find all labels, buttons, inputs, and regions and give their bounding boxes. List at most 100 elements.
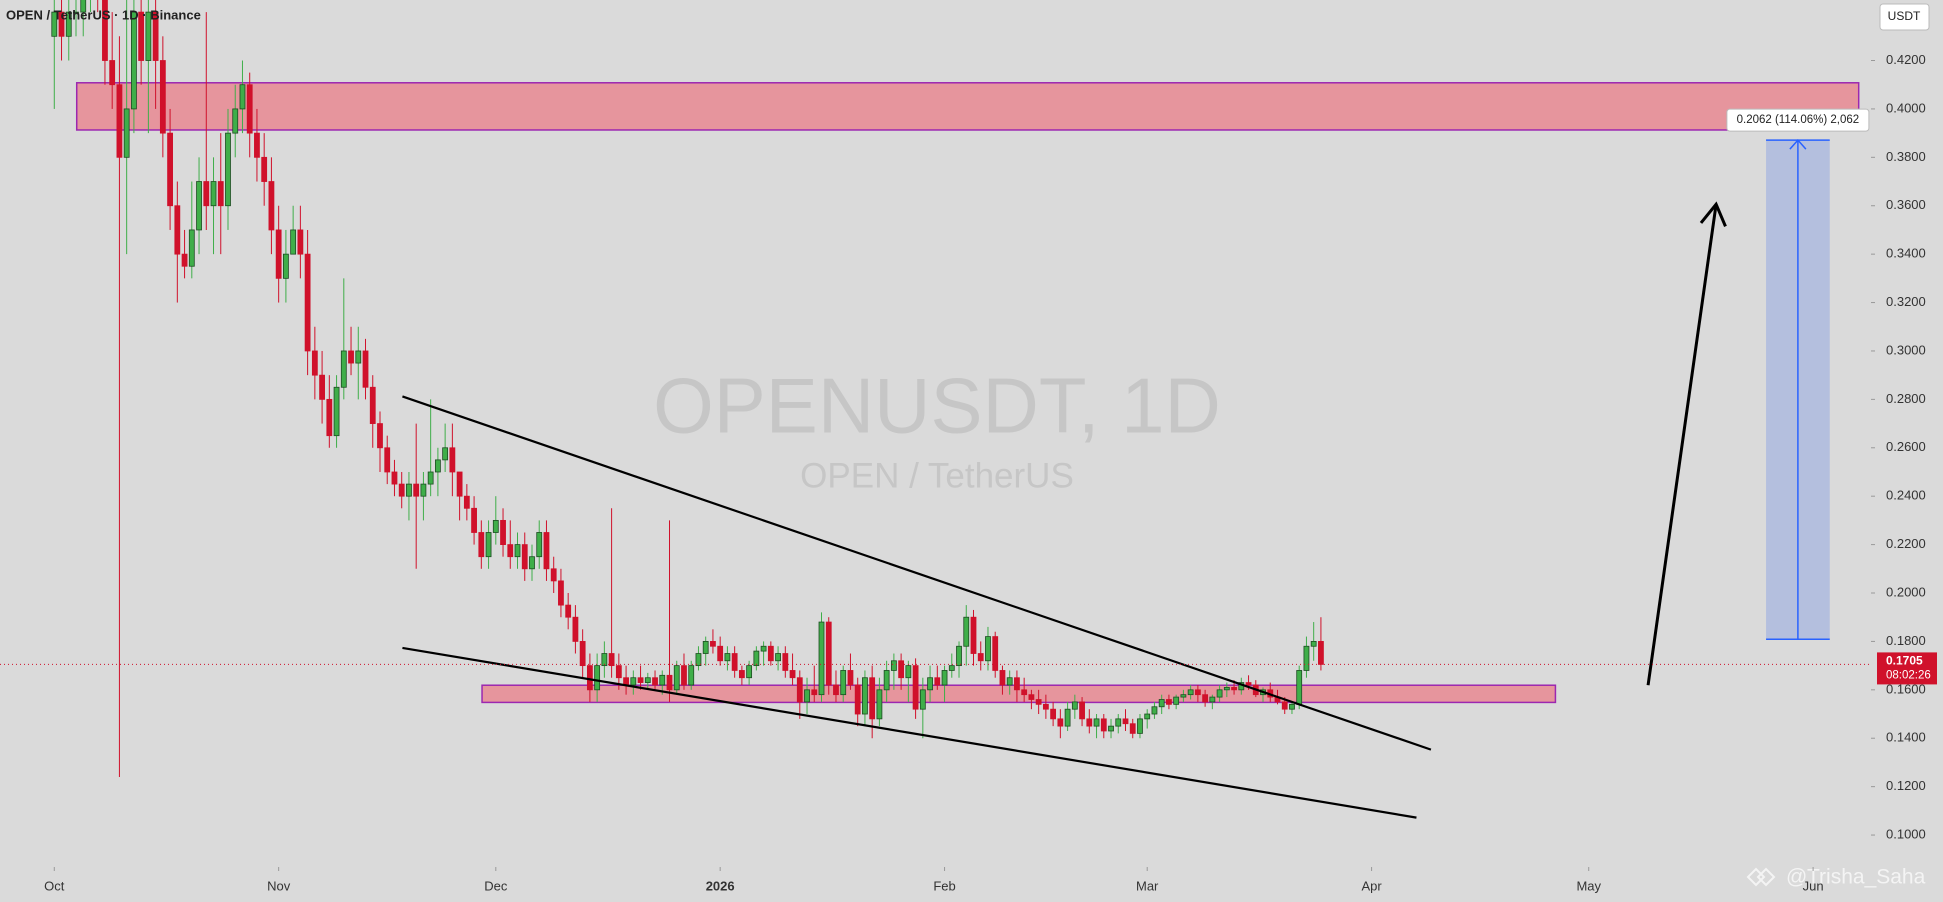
x-tick-label: Nov (267, 878, 291, 893)
candle-body (1006, 677, 1013, 686)
candle-body (825, 621, 832, 686)
candle-body (550, 568, 557, 582)
candle-body (637, 677, 644, 683)
candle-body (507, 544, 514, 558)
candle-body (1129, 723, 1136, 734)
candle-body (239, 84, 246, 110)
candle-body (572, 616, 579, 642)
candle-body (109, 60, 116, 86)
candle-body (536, 532, 543, 558)
candle-body (738, 670, 745, 679)
candle-body (210, 181, 217, 207)
candle-body (615, 665, 622, 679)
candle-body (630, 677, 637, 686)
candle-body (717, 645, 724, 662)
candle-body (340, 350, 347, 388)
candle-body (232, 108, 239, 134)
candle-body (174, 205, 181, 255)
candle-body (731, 653, 738, 671)
measure-arrow-head (1789, 139, 1807, 150)
candle-body (391, 471, 398, 485)
candle-body (1245, 682, 1252, 686)
candle-body (1137, 718, 1143, 734)
candle-body (775, 653, 781, 662)
candle-body (695, 653, 702, 667)
trendline (402, 395, 1432, 751)
candle-body (1303, 645, 1310, 671)
candle-body (673, 665, 680, 691)
x-tick-label: Feb (933, 878, 955, 893)
candle-body (290, 229, 297, 255)
candle-body (710, 641, 716, 647)
candle-body (246, 84, 253, 134)
y-tick-label: 0.3400 (1886, 246, 1926, 261)
candle-body (999, 670, 1006, 686)
candle-body (818, 621, 825, 696)
candle-body (970, 616, 977, 654)
y-tick-label: 0.2800 (1886, 391, 1926, 406)
candle-body (934, 677, 941, 686)
candle-body (623, 677, 629, 686)
candle-body (1216, 689, 1223, 698)
candle-body (456, 471, 463, 497)
candle-body (985, 636, 991, 662)
candle-body (601, 653, 608, 667)
candle-body (268, 181, 275, 231)
candle-body (1281, 701, 1288, 710)
candle-body (782, 653, 789, 671)
candle-body (1079, 701, 1085, 720)
candle-body (1093, 718, 1100, 727)
plot-area (0, 0, 1871, 819)
candle-body (420, 483, 427, 497)
y-tick-label: 0.3600 (1886, 197, 1926, 212)
x-tick-label: Apr (1361, 878, 1382, 893)
candle-body (847, 670, 854, 686)
candle-body (333, 386, 340, 437)
candle-body (840, 670, 847, 696)
x-tick-label: Dec (484, 878, 508, 893)
candle-body (1108, 725, 1114, 732)
candle-body (811, 689, 818, 696)
candle-body (1173, 696, 1180, 705)
candle-body (152, 11, 159, 61)
y-tick-label: 0.1400 (1886, 730, 1926, 745)
candle-body (413, 483, 420, 497)
trendline (402, 646, 1417, 819)
candle-body (1028, 694, 1035, 700)
candle-body (203, 181, 210, 207)
candle-body (478, 532, 485, 558)
candle-body (1122, 718, 1129, 725)
candle-body (1289, 703, 1295, 710)
candle-body (833, 684, 839, 696)
candle-body (1035, 699, 1042, 705)
candle-body (427, 471, 434, 485)
candle-body (789, 670, 796, 679)
candle-body (225, 132, 231, 207)
arrow-head (1699, 201, 1727, 227)
candle-body (977, 653, 984, 662)
candle-body (217, 181, 224, 207)
candle-body (369, 386, 376, 424)
last-price-label: 0.1705 (1886, 654, 1923, 668)
candle-body (254, 132, 260, 158)
candle-body (1014, 677, 1020, 691)
candle-body (746, 665, 753, 679)
y-tick-label: 0.2200 (1886, 536, 1926, 551)
candle-body (1231, 687, 1237, 691)
currency-box (1879, 3, 1930, 31)
candle-body (912, 665, 919, 710)
candle-body (1042, 703, 1049, 710)
candle-body (1100, 718, 1107, 732)
candle-body (167, 132, 173, 207)
candle-body (159, 60, 166, 134)
watermark: OPENUSDT, 1D (653, 362, 1221, 450)
candle-body (406, 483, 412, 497)
candle-body (131, 11, 137, 110)
candle-body (1115, 718, 1122, 727)
candle-body (1050, 708, 1057, 720)
zone (75, 82, 1860, 131)
candle-body (869, 677, 876, 720)
candle-body (51, 11, 58, 37)
candle-body (1194, 689, 1201, 696)
candle-body (681, 665, 687, 686)
